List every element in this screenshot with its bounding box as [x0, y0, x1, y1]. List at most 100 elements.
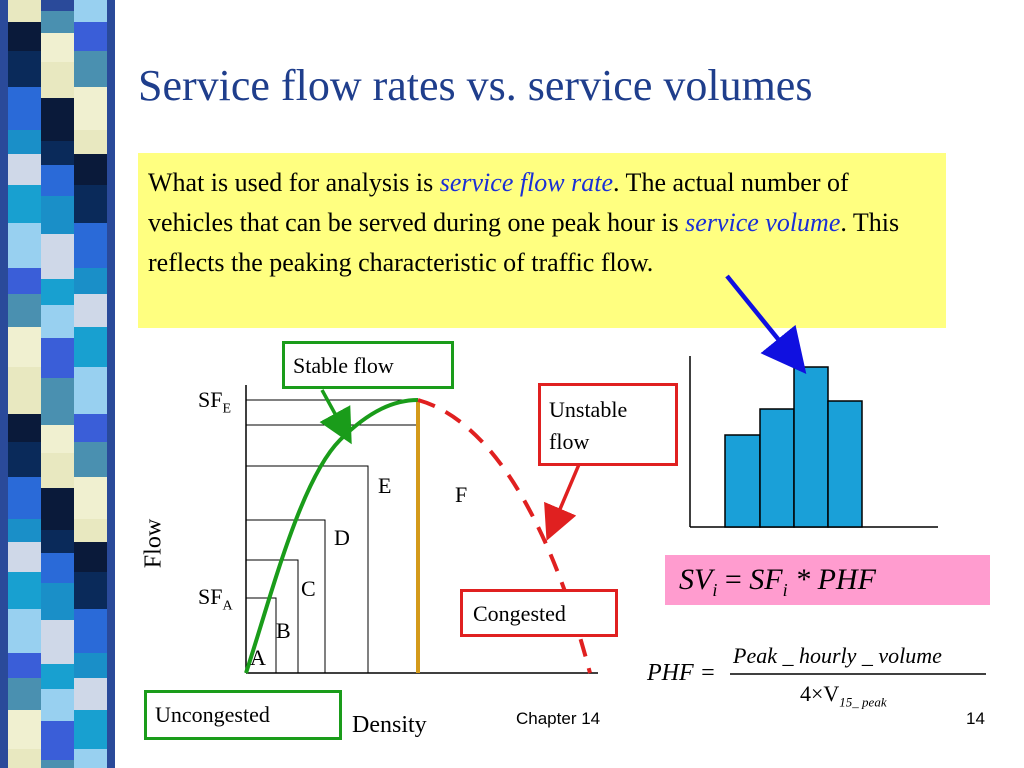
stripe-block — [8, 185, 41, 223]
stripe-block — [74, 294, 107, 327]
stripe-block — [74, 87, 107, 130]
stripe-block — [74, 367, 107, 414]
stripe-block — [74, 678, 107, 710]
stable-flow-arrow — [319, 389, 352, 445]
callout-text-1: What is used for analysis is — [148, 168, 440, 197]
stripe-block — [8, 572, 41, 609]
stripe-block — [41, 33, 74, 62]
sfe-sub: E — [222, 401, 232, 417]
sfa-label: SFA — [198, 585, 233, 618]
sfe-base: SF — [198, 387, 223, 412]
stripe-block — [41, 721, 74, 760]
stripe-block — [74, 442, 107, 477]
stripe-block — [41, 165, 74, 196]
stripe-block — [8, 678, 41, 710]
stripe-block — [41, 141, 74, 165]
stripe-block — [41, 583, 74, 620]
stripe-block — [74, 519, 107, 542]
stripe-block — [8, 130, 41, 154]
stripe-block — [41, 530, 74, 553]
stripe-block — [8, 294, 41, 327]
x-axis-label: Density — [352, 712, 427, 738]
stripe-block — [41, 453, 74, 488]
los-c: C — [301, 576, 316, 601]
service-volume-arrow — [725, 274, 807, 374]
slide-title: Service flow rates vs. service volumes — [138, 61, 813, 110]
stripe-block — [41, 305, 74, 338]
uncongested-text: Uncongested — [155, 702, 270, 727]
unstable-flow-box: Unstable flow — [538, 383, 678, 466]
stripe-block — [74, 653, 107, 678]
stable-flow-text: Stable flow — [293, 353, 394, 378]
los-a: A — [250, 645, 266, 670]
stripe-block — [74, 22, 107, 51]
stripe-block — [8, 710, 41, 749]
stripe-block — [74, 414, 107, 442]
stripe-block — [74, 51, 107, 87]
phf-lhs: PHF = — [647, 660, 716, 686]
stripe-block — [41, 378, 74, 425]
callout-text: What is used for analysis is service flo… — [148, 163, 940, 283]
footer-chapter: Chapter 14 — [516, 709, 601, 728]
histogram-bar-4 — [827, 400, 863, 528]
stripe-block — [8, 653, 41, 678]
stripe-block — [8, 87, 41, 130]
stripe-block — [74, 130, 107, 154]
callout-text-2: . The actual number of vehicles that can… — [148, 168, 849, 237]
stripe-block — [8, 0, 41, 22]
unstable-flow-text-1: Unstable — [549, 397, 628, 422]
sfa-base: SF — [198, 584, 223, 609]
histogram-bar-2 — [759, 408, 795, 528]
stripe-block — [41, 338, 74, 378]
stripe-block — [41, 11, 74, 33]
congested-box: Congested — [460, 589, 618, 637]
stripe-block — [8, 749, 41, 768]
stable-flow-box: Stable flow — [282, 341, 454, 389]
stripe-block — [74, 223, 107, 268]
stripe-block — [8, 367, 41, 414]
los-f: F — [455, 482, 468, 507]
y-axis-label: Flow — [140, 518, 167, 569]
stripe-block — [41, 279, 74, 305]
stripe-block — [8, 154, 41, 185]
stripe-block — [8, 609, 41, 653]
stripe-block — [74, 185, 107, 223]
los-b: B — [276, 618, 291, 643]
sv-equals: = — [717, 563, 750, 596]
phf-den-sub: 15_ peak — [839, 694, 887, 710]
sfe-label: SFE — [198, 388, 231, 421]
sf-symbol: SF — [749, 563, 783, 596]
histogram-bar-1 — [724, 434, 761, 528]
los-d: D — [334, 525, 350, 550]
unstable-flow-text-2: flow — [549, 429, 590, 454]
callout-text-3: . This reflects the peaking characterist… — [148, 208, 900, 277]
sv-formula: SVi = SFi * PHF — [665, 555, 990, 605]
stripe-block — [74, 710, 107, 749]
stripe-block — [74, 749, 107, 768]
los-region-lines — [246, 399, 419, 673]
phf-numerator: Peak _ hourly _ volume — [733, 643, 942, 668]
stripe-block — [41, 620, 74, 664]
sv-phf-term: * PHF — [787, 563, 876, 596]
stripe-block — [8, 442, 41, 477]
stable-flow-curve — [244, 398, 419, 674]
sv-subscript: i — [712, 580, 718, 600]
stripe-block — [74, 572, 107, 609]
stripe-block — [8, 477, 41, 519]
unstable-flow-arrow — [544, 461, 582, 541]
definition-callout: What is used for analysis is service flo… — [138, 153, 946, 328]
stripe-block — [8, 268, 41, 294]
stripe-block — [8, 22, 41, 51]
stripe-block — [74, 609, 107, 653]
stripe-block — [41, 553, 74, 583]
stripe-block — [74, 542, 107, 572]
stripe-block — [41, 425, 74, 453]
decorative-stripe — [0, 0, 115, 768]
stripe-block — [74, 477, 107, 519]
stripe-block — [8, 327, 41, 367]
phf-denominator: 4×V15_ peak — [800, 682, 887, 714]
stripe-block — [8, 51, 41, 87]
sfa-sub: A — [222, 598, 233, 614]
histogram-bar-peak — [793, 366, 829, 528]
